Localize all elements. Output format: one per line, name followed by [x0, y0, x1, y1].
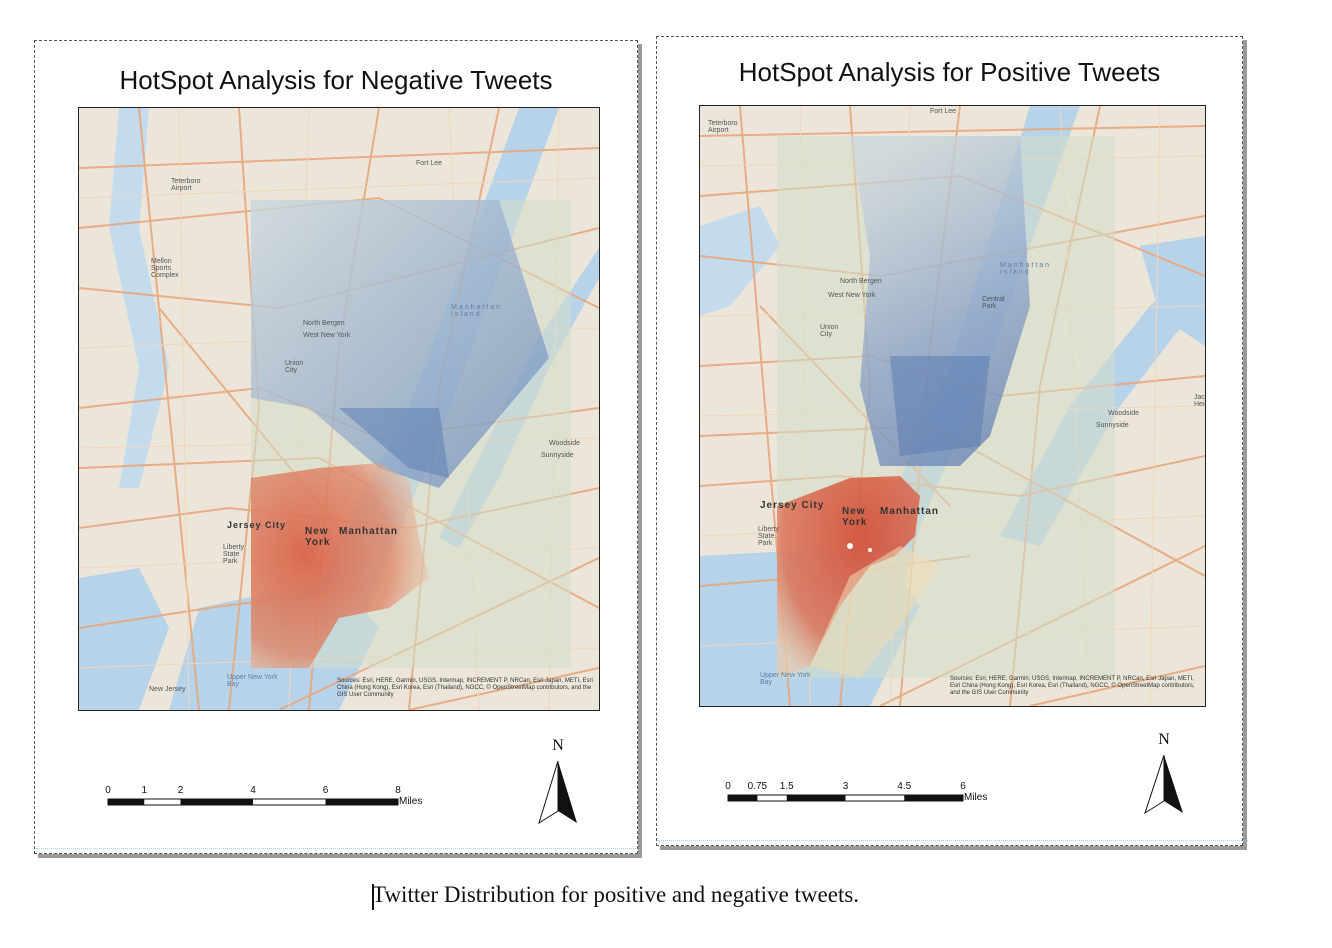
place-label: Manhattan — [880, 506, 939, 517]
place-label: Manhattan Island — [1000, 262, 1052, 276]
place-label: West New York — [303, 332, 351, 339]
hot-spot — [777, 476, 920, 678]
scale-bar-graphic — [727, 794, 964, 802]
scale-tick-label: 0 — [725, 781, 731, 792]
north-arrow: N — [1141, 731, 1187, 821]
place-label: Upper New York Bay — [227, 674, 278, 688]
place-label: Woodside — [1108, 410, 1140, 417]
north-label: N — [552, 737, 564, 754]
dotted-rule — [658, 840, 1248, 841]
place-label: North Bergen — [840, 278, 882, 285]
map-canvas — [700, 106, 1205, 706]
hotspot-marker — [847, 543, 853, 549]
scale-bar: 0 0.75 1.5 3 4.5 6 Miles — [725, 781, 1047, 811]
place-label: Mellon Sports Complex — [151, 258, 179, 279]
map-title: HotSpot Analysis for Positive Tweets — [738, 57, 1161, 87]
hot-spot — [251, 463, 429, 668]
place-label: Woodside — [549, 440, 581, 447]
scale-tick-label: 4.5 — [897, 781, 912, 792]
map-panel-negative: HotSpot Analysis for Negative Tweets — [34, 40, 638, 854]
place-label: New York — [842, 506, 868, 528]
cold-core — [339, 408, 449, 478]
map-canvas — [79, 108, 599, 710]
place-label: New Jersey — [149, 686, 186, 693]
scale-bar: 0 1 2 4 6 8 Miles — [105, 785, 467, 815]
scale-bar-segment — [786, 795, 846, 801]
place-label: North Bergen — [303, 320, 345, 327]
north-label: N — [1158, 731, 1170, 748]
scale-tick-label: 1.5 — [779, 781, 794, 792]
dotted-rule — [36, 848, 636, 849]
hotspot-marker — [868, 548, 872, 552]
figure-caption[interactable]: Twitter Distribution for positive and ne… — [372, 882, 860, 907]
scale-tick-label: 8 — [395, 785, 401, 796]
place-label: West New York — [828, 292, 876, 299]
place-label: Teterboro Airport — [708, 120, 738, 134]
place-label: Upper New York Bay — [760, 672, 811, 686]
flushing-bay — [1140, 236, 1205, 346]
map-attribution: Sources: Esri, HERE, Garmin, USGS, Inter… — [337, 678, 593, 698]
place-label: Manhattan — [339, 526, 398, 537]
scale-tick-label: 1 — [141, 785, 148, 796]
map-attribution: Sources: Esri, HERE, Garmin, USGS, Inter… — [950, 676, 1195, 696]
scale-tick-label: 6 — [960, 781, 966, 792]
north-arrow: N — [535, 737, 581, 827]
scale-tick-label: 6 — [322, 785, 329, 796]
cold-spot — [251, 200, 549, 488]
place-label: Union City — [820, 324, 839, 338]
place-label: Teterboro Airport — [171, 178, 201, 192]
scale-bar-graphic — [107, 798, 399, 806]
north-arrow-icon — [1144, 755, 1183, 815]
place-label: Liberty State Park — [223, 544, 245, 565]
map-frame[interactable]: Fort Lee Teterboro Airport North Bergen … — [699, 105, 1206, 707]
newark-bay — [79, 568, 169, 710]
place-label: Fort Lee — [930, 108, 957, 115]
map-panel-positive: HotSpot Analysis for Positive Tweets — [656, 36, 1243, 846]
place-label: Jersey City — [760, 500, 825, 511]
scale-tick-label: 0 — [105, 785, 111, 796]
place-label: New York — [305, 526, 331, 548]
scale-bar-segment — [108, 799, 145, 805]
cold-core — [890, 356, 990, 456]
place-label: Union City — [285, 360, 304, 374]
scale-bar-segment — [728, 795, 758, 801]
scale-unit-label: Miles — [399, 796, 423, 807]
scale-tick-label: 2 — [177, 785, 184, 796]
scale-tick-label: 0.75 — [747, 781, 768, 792]
transition-zone — [810, 546, 940, 678]
hackensack-river — [109, 108, 169, 488]
place-label: Fort Lee — [416, 160, 443, 167]
scale-tick-label: 4 — [250, 785, 256, 796]
place-label: Liberty State Park — [758, 526, 780, 547]
map-title: HotSpot Analysis for Negative Tweets — [119, 65, 553, 95]
place-label: Jackson Heights — [1194, 394, 1205, 408]
scale-bar-segment — [325, 799, 398, 805]
text-cursor — [372, 884, 374, 910]
place-label: Sunnyside — [541, 452, 574, 459]
scale-unit-label: Miles — [964, 792, 988, 803]
place-label: Jersey City — [227, 520, 287, 530]
scale-bar-segment — [904, 795, 963, 801]
map-frame[interactable]: Fort Lee Teterboro Airport Mellon Sports… — [78, 107, 600, 711]
scale-tick-label: 3 — [842, 781, 849, 792]
place-label: Central Park — [982, 296, 1005, 310]
place-label: Manhattan Island — [451, 304, 503, 318]
place-label: Sunnyside — [1096, 422, 1129, 429]
scale-bar-segment — [180, 799, 253, 805]
north-arrow-icon — [538, 761, 577, 825]
